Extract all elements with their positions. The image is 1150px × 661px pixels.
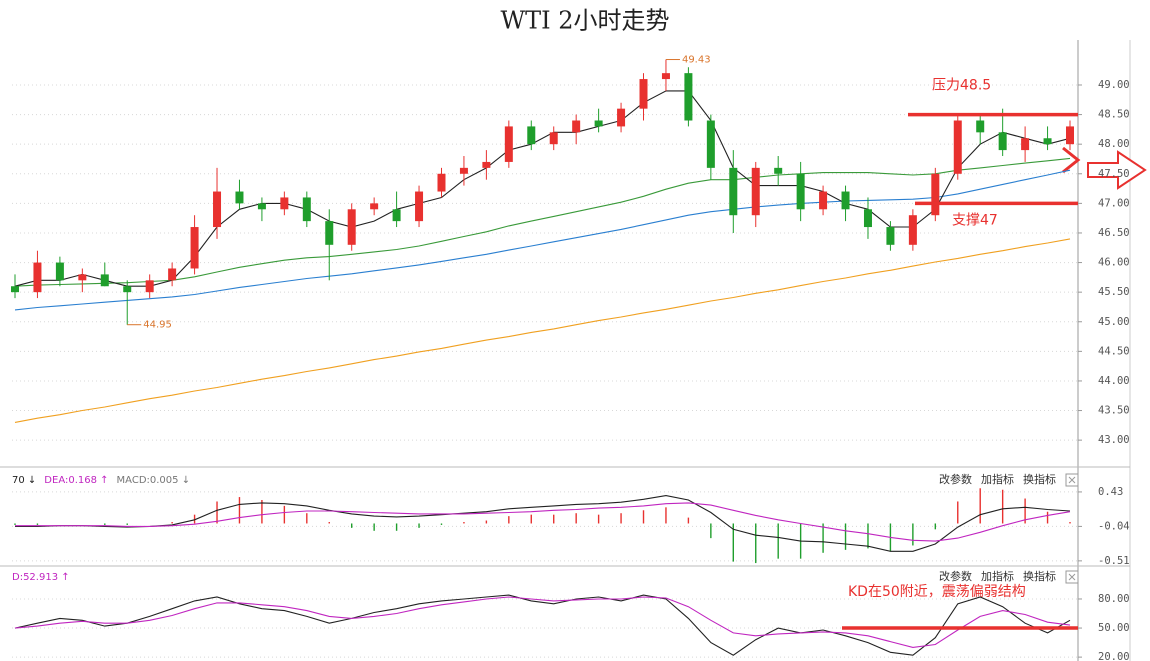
candle-body [190, 227, 199, 269]
candle-body [1043, 138, 1052, 145]
candle-body [123, 286, 132, 293]
panel-button[interactable]: 加指标 [981, 569, 1014, 583]
level-label: 支撑47 [952, 212, 998, 228]
y-tick-label: 45.00 [1098, 316, 1130, 328]
macd-header: DEA:0.168 ↑ [44, 475, 108, 486]
candle-body [100, 274, 109, 287]
y-tick-label: -0.04 [1098, 520, 1130, 532]
candle-body [235, 191, 244, 204]
chart-title: WTI 2小时走势 [500, 7, 669, 35]
y-tick-label: 44.50 [1098, 345, 1130, 357]
dea-line [15, 502, 1071, 542]
close-button[interactable] [1065, 570, 1079, 584]
candle-body [325, 221, 334, 245]
kd-header: D:52.913 ↑ [12, 572, 70, 583]
candle-body [1066, 126, 1074, 145]
candle-body [302, 197, 311, 222]
candle-body [33, 262, 42, 293]
dif-line [15, 495, 1071, 552]
candle-body [527, 126, 536, 145]
y-tick-label: 80.00 [1098, 593, 1130, 605]
macd-header: 70 ↓ [12, 475, 36, 486]
close-button[interactable] [1065, 473, 1079, 487]
y-tick-label: 43.50 [1098, 405, 1130, 417]
candle-body [392, 209, 401, 222]
y-tick-label: 0.43 [1098, 486, 1123, 498]
y-tick-label: 48.50 [1098, 109, 1130, 121]
candle-body [774, 167, 783, 174]
y-tick-label: 45.50 [1098, 286, 1130, 298]
candle-body [729, 167, 738, 216]
candle-body [370, 203, 379, 210]
y-tick-label: 43.00 [1098, 434, 1130, 446]
moving-average [14, 169, 1071, 311]
candle-body [257, 203, 266, 210]
candle-body [549, 132, 558, 145]
candle-body [437, 173, 446, 192]
candle-body [11, 286, 19, 293]
candle-body [863, 209, 872, 228]
candle-body [976, 120, 985, 133]
candle-body [998, 132, 1007, 151]
level-label: 压力48.5 [932, 78, 991, 94]
candle-body [931, 173, 940, 216]
kd-note: KD在50附近，震荡偏弱结构 [848, 584, 1026, 600]
y-tick-label: 49.00 [1098, 79, 1130, 91]
candle-body [213, 191, 222, 228]
panel-button[interactable]: 加指标 [981, 472, 1014, 486]
candle-body [661, 73, 670, 80]
y-tick-label: 48.00 [1098, 138, 1130, 150]
candle-body [78, 274, 87, 281]
moving-average [14, 238, 1071, 423]
candle-body [886, 227, 895, 245]
candle-body [1021, 138, 1030, 151]
close-icon [1068, 476, 1076, 484]
moving-average [14, 157, 1071, 287]
macd-header: MACD:0.005 ↓ [117, 475, 191, 486]
candle-body [594, 120, 603, 127]
panel-button[interactable]: 改参数 [939, 472, 972, 486]
y-tick-label: 44.00 [1098, 375, 1130, 387]
y-tick-label: 46.50 [1098, 227, 1130, 239]
candle-body [706, 120, 715, 168]
close-icon [1068, 573, 1076, 581]
candle-body [168, 268, 177, 281]
candle-body [908, 215, 917, 245]
y-tick-label: 20.00 [1098, 651, 1130, 661]
y-tick-label: 47.50 [1098, 168, 1130, 180]
trend-arrow [1087, 150, 1147, 190]
moving-average [14, 90, 1071, 287]
candle-body [482, 161, 491, 168]
candle-body [280, 197, 289, 210]
candle-body [504, 126, 513, 162]
y-tick-label: 47.00 [1098, 197, 1130, 209]
candle-body [572, 120, 581, 133]
candle-body [751, 167, 760, 216]
candle-body [819, 191, 828, 210]
panel-button[interactable]: 换指标 [1023, 472, 1056, 486]
candle-body [684, 73, 693, 121]
candle-body [55, 262, 64, 281]
candle-body [415, 191, 424, 222]
candle-body [796, 173, 805, 210]
y-tick-label: 46.00 [1098, 257, 1130, 269]
candle-body [841, 191, 850, 210]
y-tick-label: -0.51 [1098, 555, 1130, 567]
candle-body [639, 79, 648, 109]
candle-body [347, 209, 356, 245]
panel-button[interactable]: 换指标 [1023, 569, 1056, 583]
extreme-label: 49.43 [682, 55, 711, 66]
extreme-label: 44.95 [143, 320, 172, 331]
trend-marker [1062, 146, 1081, 174]
candle-body [145, 280, 154, 293]
d-line [14, 596, 1071, 648]
candle-body [953, 120, 962, 174]
y-tick-label: 50.00 [1098, 622, 1130, 634]
k-line [14, 594, 1071, 656]
panel-button[interactable]: 改参数 [939, 569, 972, 583]
candle-body [459, 167, 468, 174]
candle-body [617, 108, 626, 127]
